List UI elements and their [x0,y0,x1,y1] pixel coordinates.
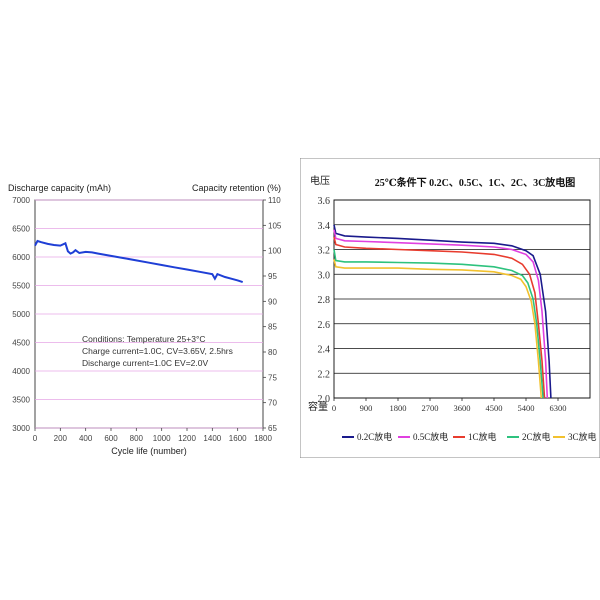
x-tick-label: 900 [360,403,373,413]
x-tick-label: 1800 [390,403,407,413]
condition-annotation: Discharge current=1.0C EV=2.0V [82,358,208,368]
discharge-series-line [333,249,544,399]
y-tick-label: 5500 [12,282,30,291]
y2-tick-label: 80 [268,348,277,357]
y2-axis-label: Capacity retention (%) [192,183,281,193]
legend-label: 0.5C放电 [413,431,448,442]
y-axis-label: 电压 [310,174,330,187]
y2-tick-label: 110 [268,196,281,205]
y-tick-label: 3500 [12,396,30,405]
y-tick-label: 7000 [12,196,30,205]
y-tick-label: 5000 [12,310,30,319]
y2-tick-label: 100 [268,247,282,256]
x-axis-label: Cycle life (number) [111,446,187,456]
y2-tick-label: 85 [268,323,277,332]
x-tick-label: 2700 [422,403,439,413]
x-tick-label: 400 [79,434,93,443]
capacity-series-line [34,239,244,284]
discharge-curve-chart: 2.0 2.2 2.4 2.6 2.8 3.0 3.2 3.4 3.6 0 900 1800 2700 3… [300,158,600,458]
x-tick-label: 0 [332,403,336,413]
x-tick-label: 1600 [229,434,247,443]
y2-tick-label: 75 [268,373,277,382]
condition-annotation: Conditions: Temperature 25+3°C [82,334,206,344]
y-tick-label: 3.6 [318,196,331,207]
x-tick-label: 1000 [153,434,171,443]
y2-tick-label: 95 [268,272,277,281]
x-tick-label: 200 [54,434,68,443]
x-tick-label: 5400 [518,403,535,413]
y-tick-label: 2.2 [318,369,331,380]
legend-label: 0.2C放电 [357,431,392,442]
x-tick-label: 1200 [178,434,196,443]
legend-label: 3C放电 [568,431,597,442]
discharge-series-line [333,259,543,399]
x-tick-label: 600 [104,434,118,443]
y2-tick-label: 90 [268,297,277,306]
y-tick-label: 2.6 [318,320,331,331]
x-axis-label: 容量 [308,400,328,413]
legend-label: 2C放电 [522,431,551,442]
condition-annotation: Charge current=1.0C, CV=3.65V, 2.5hrs [82,346,233,356]
x-tick-label: 6300 [550,403,567,413]
chart-title: 25℃条件下 0.2C、0.5C、1C、2C、3C放电图 [375,176,576,189]
discharge-series-line [333,224,552,399]
y2-tick-label: 65 [268,424,277,433]
y-tick-label: 3000 [12,424,30,433]
y-tick-label: 6500 [12,225,30,234]
x-tick-label: 1400 [203,434,221,443]
y-tick-label: 2.8 [318,295,331,306]
y-tick-label: 4000 [12,367,30,376]
y-tick-label: 3.0 [318,270,331,281]
y-tick-label: 3.2 [318,246,331,257]
x-tick-label: 800 [130,434,144,443]
y-axis-label: Discharge capacity (mAh) [8,183,111,193]
legend-label: 1C放电 [468,431,497,442]
y2-tick-label: 105 [268,221,282,230]
y-tick-label: 6000 [12,253,30,262]
discharge-series-line [333,229,549,399]
y-tick-label: 4500 [12,339,30,348]
x-tick-label: 1800 [254,434,272,443]
y-tick-label: 2.0 [318,394,331,405]
discharge-series-line [333,236,546,399]
y-tick-label: 2.4 [318,345,331,356]
x-tick-label: 4500 [486,403,503,413]
x-tick-label: 0 [33,434,38,443]
cycle-life-chart: 3000 3500 4000 4500 5000 5500 6000 6500 7000 0 200… [8,183,282,456]
y2-tick-label: 70 [268,399,277,408]
x-tick-label: 3600 [454,403,471,413]
y-tick-label: 3.4 [318,221,331,232]
